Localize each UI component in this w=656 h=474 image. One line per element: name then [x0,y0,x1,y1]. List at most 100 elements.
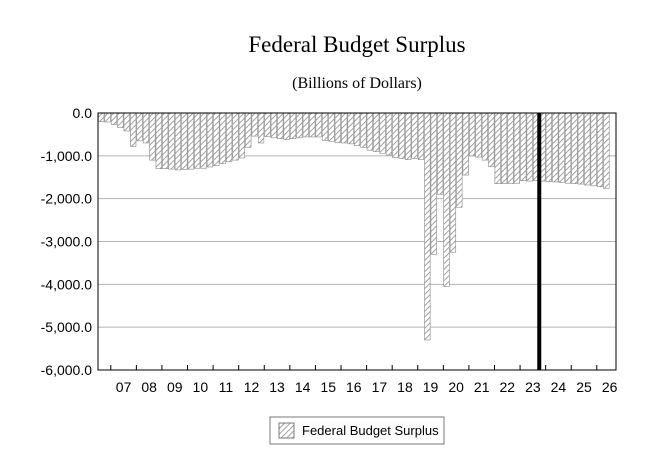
bar [104,112,111,123]
chart-title: Federal Budget Surplus [248,32,465,57]
x-tick-label: 20 [448,379,464,395]
bar [130,112,137,147]
bar [449,112,457,253]
legend-label: Federal Budget Surplus [302,423,439,438]
bar [392,112,399,158]
bar [437,112,444,195]
bar [481,112,489,161]
x-tick-label: 10 [193,379,209,395]
bar [564,112,572,184]
bar [584,112,591,186]
x-tick-label: 24 [551,379,567,395]
bar [283,112,290,140]
x-tick-label: 19 [423,379,439,395]
x-tick-label: 18 [397,379,413,395]
bar [289,112,297,140]
bar [257,112,265,144]
bar [155,112,162,169]
x-tick-label: 17 [372,379,388,395]
bar [168,112,175,170]
bar [181,112,188,170]
bar [500,112,508,184]
bar [360,112,367,148]
x-tick-label: 09 [167,379,183,395]
x-tick-label: 08 [141,379,157,395]
bar [603,112,610,189]
bar [174,112,182,171]
legend-swatch [278,422,295,439]
bar [162,112,169,169]
bar [270,112,277,139]
x-tick-label: 26 [602,379,618,395]
y-tick-label: -5,000.0 [41,319,93,335]
bar [468,112,476,157]
bar [366,112,373,151]
bar [507,112,514,184]
bar [187,112,194,170]
bar [264,112,271,137]
legend-box [269,416,445,445]
y-tick-label: 0.0 [73,105,93,121]
bar [328,112,335,142]
bar [341,112,348,144]
bar [571,112,578,184]
bar [526,112,533,182]
plot-area [97,112,617,371]
bar [398,112,405,159]
bar [424,112,431,341]
chart-subtitle: (Billions of Dollars) [292,75,422,92]
x-tick-label: 07 [116,379,132,395]
x-tick-label: 16 [346,379,362,395]
bar [200,112,207,169]
x-tick-label: 25 [576,379,592,395]
y-tick-label: -6,000.0 [41,362,93,378]
y-tick-label: -3,000.0 [41,234,93,250]
bar [520,112,527,181]
bar [232,112,239,161]
y-tick-label: -2,000.0 [41,191,93,207]
bar [238,112,246,159]
y-tick-label: -1,000.0 [41,148,93,164]
bar [142,112,150,144]
x-tick-label: 11 [219,379,234,395]
bar [251,112,258,137]
x-axis: 07 08 09 10 11 12 13 14 15 16 17 18 19 20 21 22 23 24 25 26 [110,365,618,395]
bar [379,112,386,154]
bar [558,112,565,183]
bar [475,112,482,158]
bar [213,112,220,166]
bar [373,112,380,152]
x-tick-label: 14 [295,379,311,395]
bar [245,112,252,148]
bar [430,112,437,255]
bar [334,112,341,143]
bar [596,112,604,187]
bar [590,112,597,187]
bar [277,112,284,140]
bar [513,112,520,184]
bar [123,112,130,132]
x-tick-label: 13 [269,379,285,395]
bar [411,112,418,159]
y-tick-label: -4,000.0 [41,276,93,292]
bar [98,112,105,122]
bar [110,112,118,125]
bar [405,112,412,160]
bar [545,112,552,182]
bar [225,112,233,163]
bar [194,112,201,169]
x-tick-label: 23 [525,379,541,395]
bar-series [98,112,610,341]
legend: Federal Budget Surplus [269,416,445,445]
y-axis: 0.0 -1,000.0 -2,000.0 -3,000.0 -4,000.0 -5,00… [41,105,93,378]
bar [309,112,316,138]
bar [321,112,329,141]
bar [353,112,361,146]
bar [385,112,393,156]
bar [136,112,143,142]
x-tick-label: 15 [320,379,336,395]
bar [315,112,322,138]
bar [302,112,309,138]
bar [219,112,226,164]
bar [577,112,584,185]
